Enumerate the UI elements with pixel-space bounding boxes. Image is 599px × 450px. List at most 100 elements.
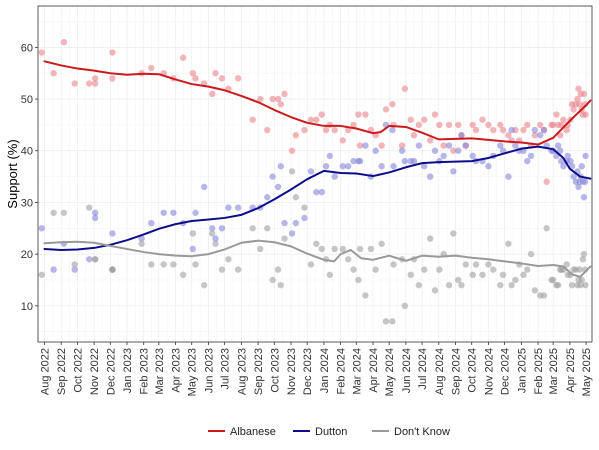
data-point: [512, 142, 519, 149]
data-point: [109, 49, 116, 56]
data-point: [264, 225, 271, 232]
data-point: [281, 90, 288, 98]
data-point: [344, 126, 352, 134]
data-point: [60, 38, 68, 46]
x-tick-label: Nov 2023: [286, 348, 298, 395]
data-point: [179, 271, 187, 278]
data-point: [209, 230, 216, 237]
x-tick-label: Feb 2025: [533, 348, 545, 394]
data-point: [148, 64, 155, 72]
data-point: [527, 250, 535, 258]
grid-lines: [38, 6, 592, 342]
data-point: [264, 194, 271, 201]
data-point: [367, 245, 375, 253]
data-point: [455, 276, 462, 284]
data-point: [390, 261, 397, 268]
data-point: [350, 157, 357, 165]
data-point: [582, 111, 589, 118]
x-tick-label: Dec 2022: [105, 348, 117, 395]
data-point: [326, 152, 334, 160]
data-point: [581, 178, 589, 185]
data-point: [415, 281, 423, 289]
data-point: [458, 281, 465, 289]
data-point: [505, 240, 512, 247]
x-tick-label: Jul 2023: [220, 348, 232, 390]
data-point: [582, 281, 589, 289]
data-point: [109, 75, 116, 82]
data-point: [378, 163, 385, 170]
data-point: [445, 142, 453, 149]
data-point: [436, 121, 443, 129]
plot-border: [37, 5, 593, 343]
y-tick-label: 30: [21, 197, 33, 209]
x-tick-label: Jan 2023: [122, 348, 134, 393]
data-point: [560, 116, 567, 123]
data-point: [307, 116, 315, 123]
data-point: [378, 142, 385, 149]
data-point: [274, 183, 282, 191]
data-point: [257, 245, 264, 253]
x-tick-label: Sep 2023: [253, 348, 265, 395]
data-point: [431, 147, 439, 154]
data-point: [209, 90, 216, 98]
x-tick-label: Dec 2024: [500, 348, 512, 395]
data-point: [540, 292, 548, 299]
data-point: [212, 235, 219, 242]
data-point: [269, 173, 276, 180]
data-point: [554, 281, 562, 289]
data-point: [499, 271, 507, 278]
data-point: [257, 95, 264, 103]
data-point: [390, 163, 397, 170]
x-tick-label: Apr 2025: [565, 348, 577, 393]
data-point: [537, 132, 544, 139]
data-point: [462, 142, 469, 149]
data-point: [540, 126, 548, 134]
data-point: [50, 70, 57, 77]
x-tick-label: Jan 2024: [319, 348, 331, 393]
data-point: [440, 152, 447, 160]
data-point: [407, 116, 414, 123]
legend: Albanese Dutton Don't Know: [208, 426, 450, 438]
data-point: [531, 287, 539, 294]
data-point: [436, 266, 443, 273]
data-point: [288, 147, 296, 154]
data-point: [189, 245, 197, 253]
data-point: [318, 188, 325, 196]
data-point: [580, 250, 588, 258]
data-point: [458, 132, 465, 139]
data-point: [288, 230, 296, 237]
data-point: [322, 163, 330, 170]
data-point: [71, 80, 78, 87]
data-point: [576, 101, 583, 108]
data-point: [212, 240, 219, 247]
data-point: [264, 126, 271, 134]
data-point: [524, 266, 531, 273]
data-point: [249, 116, 256, 123]
x-tick-label: Aug 2022: [39, 348, 51, 395]
data-point: [570, 106, 577, 113]
x-tick-label: May 2023: [187, 348, 199, 396]
data-point: [356, 245, 364, 253]
data-point: [490, 266, 497, 273]
data-point: [277, 163, 284, 170]
y-tick-label: 60: [21, 42, 33, 54]
data-point: [249, 225, 256, 232]
data-point: [554, 142, 562, 149]
data-point: [281, 235, 288, 242]
data-point: [490, 126, 497, 134]
data-point: [372, 147, 379, 154]
data-point: [543, 178, 550, 185]
data-point: [421, 163, 428, 170]
data-point: [189, 70, 197, 77]
x-tick-label: Nov 2022: [89, 348, 101, 395]
x-tick-label: Jul 2024: [417, 348, 429, 390]
data-point: [301, 204, 308, 211]
data-point: [524, 157, 531, 165]
data-point: [200, 183, 208, 191]
x-tick-label: Apr 2023: [171, 348, 183, 393]
trend-line: [43, 60, 592, 146]
data-point: [382, 106, 390, 113]
data-point: [212, 70, 219, 77]
data-point: [576, 266, 583, 273]
x-tick-label: Sep 2024: [451, 348, 463, 395]
